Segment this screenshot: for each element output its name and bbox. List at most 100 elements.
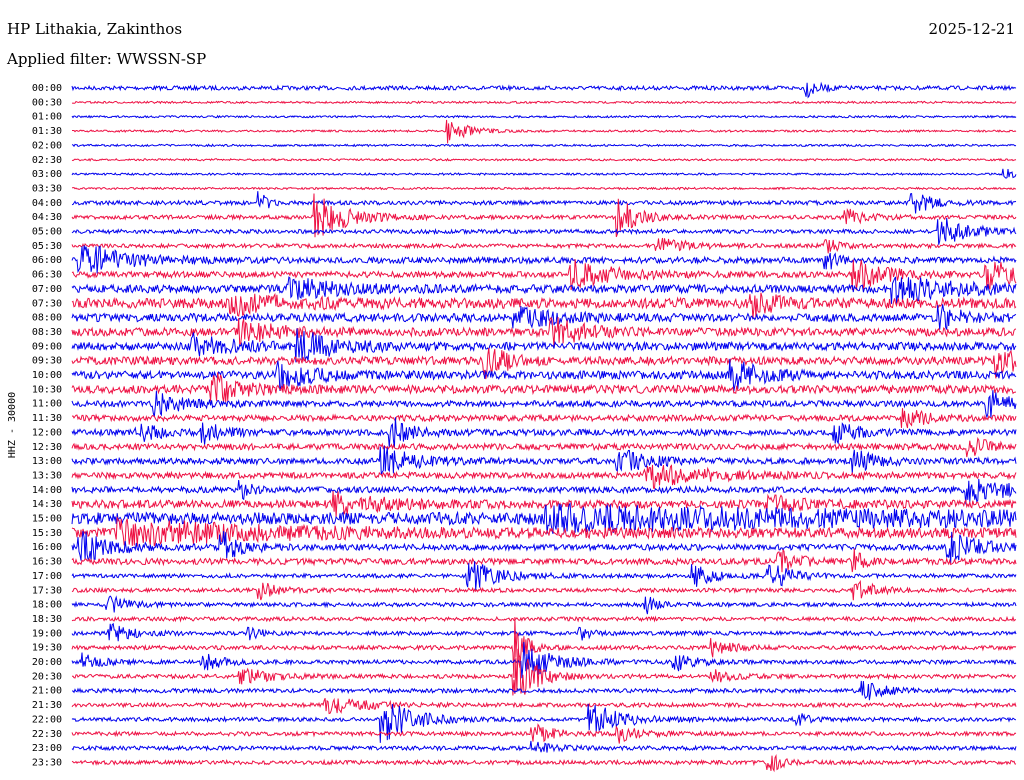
trace-row xyxy=(71,622,1017,642)
row-labels: 00:00 00:30 01:00 01:30 02:00 02:30 03:00 03:30… xyxy=(32,83,62,768)
trace-row xyxy=(71,753,1017,773)
row-label: 12:00 xyxy=(32,427,62,438)
row-label: 15:00 xyxy=(32,514,62,525)
row-label: 16:00 xyxy=(32,542,62,553)
row-label: 02:30 xyxy=(32,155,62,166)
row-label: 11:00 xyxy=(32,399,62,410)
trace-row xyxy=(71,561,1017,590)
trace-row xyxy=(71,723,1017,744)
trace-row xyxy=(71,259,1017,291)
trace-row xyxy=(71,548,1017,573)
trace-row xyxy=(71,436,1017,458)
trace-row xyxy=(71,316,1017,346)
row-label: 09:00 xyxy=(32,341,62,352)
trace-row xyxy=(71,372,1016,403)
trace-row xyxy=(71,100,1017,105)
row-label: 17:30 xyxy=(32,585,62,596)
row-label: 20:00 xyxy=(32,657,62,668)
row-label: 22:30 xyxy=(32,729,62,740)
row-label: 14:00 xyxy=(32,485,62,496)
row-label: 17:00 xyxy=(32,571,62,582)
row-label: 03:00 xyxy=(32,169,62,180)
trace-row xyxy=(71,697,1017,715)
row-label: 06:00 xyxy=(32,255,62,266)
row-label: 13:00 xyxy=(32,456,62,467)
trace-row xyxy=(71,740,1017,753)
trace-row xyxy=(71,464,1017,490)
trace-row xyxy=(71,490,1017,518)
trace-row xyxy=(71,502,1017,535)
row-label: 19:30 xyxy=(32,643,62,654)
filter-label: Applied filter: WWSSN-SP xyxy=(7,50,207,68)
trace-row xyxy=(71,703,1017,743)
row-label: 04:30 xyxy=(32,212,62,223)
row-label: 01:30 xyxy=(32,126,62,137)
trace-row xyxy=(71,157,1017,162)
row-label: 04:00 xyxy=(32,198,62,209)
row-label: 08:00 xyxy=(32,313,62,324)
trace-row xyxy=(71,245,1017,274)
trace-row xyxy=(71,417,1017,448)
row-label: 16:30 xyxy=(32,557,62,568)
trace-row xyxy=(71,616,1017,679)
row-label: 21:00 xyxy=(32,686,62,697)
trace-row xyxy=(71,292,1017,319)
trace-row xyxy=(71,515,1017,547)
row-label: 20:30 xyxy=(32,671,62,682)
row-label: 08:30 xyxy=(32,327,62,338)
trace-row xyxy=(71,579,1017,601)
trace-row xyxy=(71,81,1017,99)
trace-row xyxy=(71,445,1017,475)
row-label: 10:30 xyxy=(32,384,62,395)
trace-row xyxy=(72,680,1017,701)
date-label: 2025-12-21 xyxy=(928,20,1015,38)
trace-row xyxy=(71,191,1017,214)
trace-row xyxy=(71,143,1017,148)
row-label: 22:00 xyxy=(32,714,62,725)
row-label: 12:30 xyxy=(32,442,62,453)
row-label: 23:00 xyxy=(32,743,62,754)
row-label: 21:30 xyxy=(32,700,62,711)
trace-row xyxy=(71,478,1017,505)
row-label: 02:00 xyxy=(32,140,62,151)
trace-row xyxy=(71,217,1017,245)
row-label: 10:00 xyxy=(32,370,62,381)
trace-row xyxy=(71,186,1017,191)
row-label: 19:00 xyxy=(32,628,62,639)
row-label: 11:30 xyxy=(32,413,62,424)
row-label: 18:00 xyxy=(32,600,62,611)
row-label: 00:00 xyxy=(32,83,62,94)
row-label: 14:30 xyxy=(32,499,62,510)
y-axis-label: HHZ - 30000 xyxy=(7,392,18,458)
trace-row xyxy=(71,531,1017,564)
trace-row xyxy=(71,276,1017,304)
trace-row xyxy=(71,390,1017,420)
trace-row xyxy=(72,119,1017,144)
trace-row xyxy=(71,641,1017,679)
station-title: HP Lithakia, Zakinthos xyxy=(7,20,183,38)
row-label: 13:30 xyxy=(32,470,62,481)
seismic-traces xyxy=(71,81,1017,773)
trace-row xyxy=(71,237,1017,254)
trace-row xyxy=(71,114,1017,119)
trace-row xyxy=(71,648,1017,696)
row-label: 06:30 xyxy=(32,270,62,281)
trace-row xyxy=(71,168,1017,179)
row-label: 03:30 xyxy=(32,183,62,194)
row-label: 23:30 xyxy=(32,757,62,768)
trace-row xyxy=(71,304,1017,330)
trace-row xyxy=(71,328,1017,363)
row-label: 05:00 xyxy=(32,227,62,238)
trace-row xyxy=(71,358,1017,392)
trace-row xyxy=(71,595,1017,615)
trace-row xyxy=(71,193,1017,238)
trace-row xyxy=(71,347,1017,380)
row-label: 18:30 xyxy=(32,614,62,625)
row-label: 09:30 xyxy=(32,356,62,367)
trace-row xyxy=(71,615,1016,623)
row-label: 05:30 xyxy=(32,241,62,252)
trace-row xyxy=(71,408,1017,429)
row-label: 15:30 xyxy=(32,528,62,539)
row-label: 07:00 xyxy=(32,284,62,295)
row-label: 07:30 xyxy=(32,298,62,309)
